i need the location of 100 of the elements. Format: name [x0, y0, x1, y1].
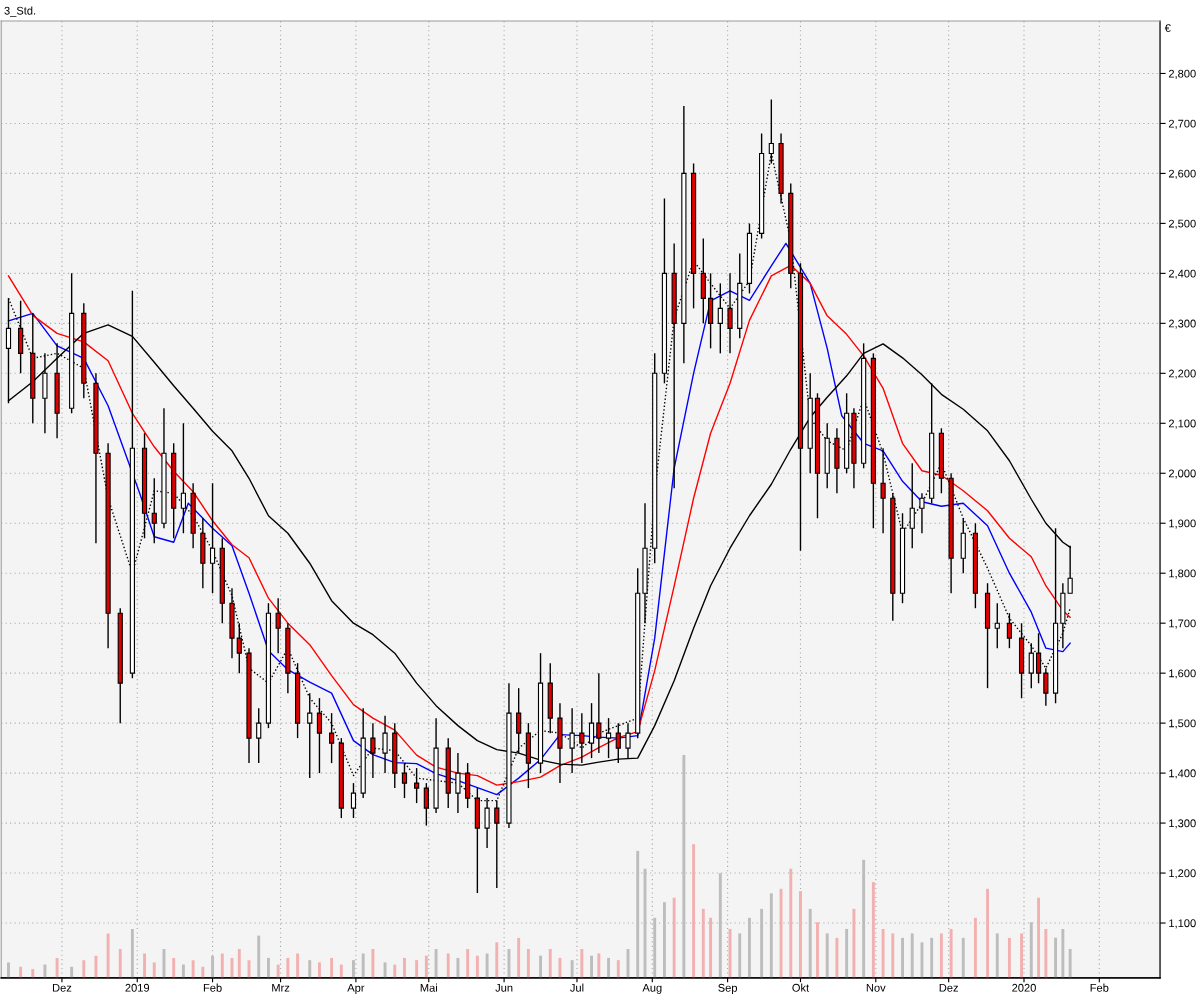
bar: [597, 953, 601, 978]
candlestick: [625, 722, 631, 759]
candlestick: [316, 697, 323, 774]
bar: [172, 957, 176, 978]
bar: [672, 897, 676, 978]
bar: [920, 942, 924, 978]
candlestick: [1028, 642, 1034, 689]
bar: [808, 908, 812, 978]
candlestick: [307, 692, 313, 779]
bar: [995, 933, 999, 978]
bar: [257, 935, 261, 978]
bar: [891, 933, 895, 978]
bar: [526, 949, 530, 978]
y-tick-label: 1,900: [1169, 519, 1196, 529]
bar: [570, 960, 574, 978]
x-tick-label: Dez: [939, 983, 959, 992]
bar: [616, 960, 620, 978]
bar: [607, 957, 611, 978]
bar: [1044, 928, 1048, 978]
bar: [779, 888, 783, 978]
candlestick: [909, 462, 915, 549]
bar: [276, 964, 280, 978]
y-tick-label: 1,500: [1169, 719, 1196, 729]
bar: [495, 942, 499, 978]
bar: [718, 873, 722, 978]
bar: [43, 964, 47, 978]
bar: [949, 928, 953, 978]
bar: [55, 957, 59, 978]
y-tick-label: 2,500: [1168, 219, 1196, 229]
bar: [789, 868, 793, 978]
bar: [82, 960, 86, 978]
y-tick-label: 2,700: [1168, 119, 1196, 129]
bar: [220, 953, 224, 978]
bar: [266, 957, 270, 978]
y-tick-label: 1,800: [1169, 569, 1196, 579]
bar: [7, 962, 10, 978]
bar: [1007, 937, 1011, 978]
x-tick-label: Jun: [495, 983, 513, 992]
candlestick: [516, 687, 522, 754]
bar: [862, 859, 866, 978]
bar: [901, 937, 904, 978]
bar: [590, 955, 594, 978]
bar: [415, 960, 419, 978]
candlestick: [209, 482, 216, 594]
bar: [393, 964, 397, 978]
bar: [539, 955, 542, 978]
bar: [446, 953, 450, 978]
bar: [330, 957, 334, 978]
y-tick-label: 1,200: [1169, 869, 1196, 879]
bar: [286, 957, 290, 978]
candlestick: [994, 602, 1000, 649]
candlestick: [370, 722, 376, 779]
bar: [930, 937, 934, 978]
bar: [845, 928, 849, 978]
bar: [1020, 933, 1024, 978]
x-tick-label: Feb: [1090, 983, 1109, 992]
x-tick-label: 2019: [125, 983, 150, 992]
bar: [211, 955, 215, 978]
y-axis-title: €: [1164, 24, 1171, 33]
bar: [835, 937, 839, 978]
candlestick: [717, 282, 723, 355]
bar: [296, 953, 300, 978]
chart-title: 3_Std.: [4, 6, 36, 17]
bar: [475, 955, 479, 978]
y-tick-label: 2,100: [1168, 419, 1196, 429]
y-tick-label: 1,600: [1169, 669, 1196, 679]
y-tick-label: 2,200: [1168, 369, 1196, 379]
bar: [709, 917, 713, 978]
bar: [507, 949, 511, 978]
bar: [748, 917, 751, 978]
y-tick-label: 1,300: [1169, 819, 1196, 829]
candlestick: [1006, 612, 1013, 649]
x-tick-label: 2020: [1012, 983, 1036, 992]
bar: [130, 928, 134, 978]
y-tick-label: 2,600: [1168, 169, 1196, 179]
candlestick: [880, 447, 886, 534]
bar: [118, 949, 122, 978]
bar: [939, 933, 943, 978]
candlestick: [919, 492, 925, 534]
candlestick: [256, 707, 262, 764]
x-tick-label: Aug: [642, 983, 662, 994]
y-tick-label: 2,000: [1168, 469, 1196, 479]
bar: [19, 966, 23, 978]
bar: [738, 933, 742, 978]
x-tick-label: Feb: [203, 983, 222, 992]
candlestick: [401, 762, 408, 799]
x-tick-label: Dez: [52, 983, 72, 992]
x-tick-label: Jul: [570, 983, 584, 992]
bar: [825, 933, 829, 978]
y-tick-label: 1,400: [1169, 769, 1196, 779]
candlestick: [727, 272, 733, 355]
candlestick: [1035, 632, 1042, 684]
bar: [852, 908, 856, 978]
bar: [352, 960, 355, 978]
bar: [973, 917, 977, 978]
x-tick-label: Apr: [347, 983, 365, 994]
bar: [237, 949, 241, 978]
bar: [1068, 949, 1072, 978]
bar: [871, 882, 875, 978]
bar: [143, 953, 146, 978]
